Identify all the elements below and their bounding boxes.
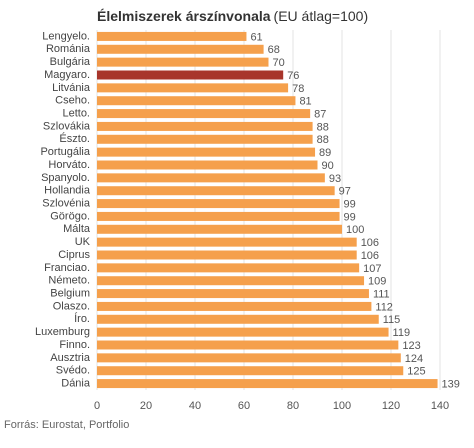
bar	[97, 147, 316, 157]
bar	[97, 340, 399, 350]
category-label: Németo.	[48, 275, 90, 287]
bar	[97, 160, 318, 170]
bar	[97, 199, 340, 209]
value-label: 90	[322, 160, 334, 172]
category-label: Magyaro.	[44, 69, 90, 81]
category-label: Szlovénia	[42, 197, 91, 209]
x-tick-label: 40	[189, 400, 201, 412]
bar	[97, 250, 357, 260]
value-label: 115	[383, 314, 401, 326]
bar	[97, 379, 438, 389]
bar	[97, 44, 264, 54]
value-label: 89	[319, 147, 331, 159]
bar	[97, 186, 335, 196]
category-label: Luxemburg	[35, 326, 90, 338]
value-label: 88	[317, 134, 329, 146]
value-label: 125	[407, 366, 425, 378]
category-label: Finno.	[59, 339, 90, 351]
bar	[97, 173, 325, 183]
bar	[97, 353, 401, 363]
bar	[97, 289, 369, 299]
subtitle: (EU átlag=100)	[274, 8, 369, 24]
value-label: 109	[368, 276, 386, 288]
category-label: Románia	[46, 43, 91, 55]
category-label: Íro.	[74, 312, 90, 325]
value-label: 68	[268, 44, 280, 56]
category-label: Cseho.	[55, 95, 90, 107]
title: Élelmiszerek árszínvonala	[97, 8, 271, 24]
value-label: 99	[344, 198, 356, 210]
bar	[97, 96, 296, 106]
bar	[97, 134, 313, 144]
category-label: Franciao.	[44, 262, 90, 274]
chart-title: Élelmiszerek árszínvonala (EU átlag=100)	[97, 8, 368, 24]
category-label: Bulgária	[50, 56, 91, 68]
category-label: Portugália	[40, 146, 90, 158]
category-label: Málta	[63, 223, 91, 235]
bar	[97, 263, 360, 273]
source: Forrás: Eurostat, Portfolio	[4, 419, 129, 431]
value-label: 124	[405, 353, 423, 365]
value-label: 123	[402, 340, 420, 352]
category-label: Lengyelo.	[42, 30, 90, 42]
bar	[97, 57, 269, 67]
value-label: 107	[363, 263, 381, 275]
category-label: Görögo.	[50, 210, 90, 222]
category-label: Ciprus	[58, 249, 90, 261]
category-label: Belgium	[50, 287, 90, 299]
value-label: 97	[339, 186, 351, 198]
value-label: 78	[292, 83, 304, 95]
category-label: Svédo.	[56, 365, 90, 377]
x-tick-label: 140	[431, 400, 449, 412]
value-label: 100	[346, 224, 364, 236]
value-label: 139	[442, 378, 460, 390]
category-label: UK	[75, 236, 91, 248]
bar	[97, 83, 289, 93]
bar	[97, 121, 313, 131]
value-label: 93	[329, 173, 341, 185]
bar	[97, 70, 284, 80]
value-label: 119	[393, 327, 411, 339]
bar	[97, 237, 357, 247]
bar	[97, 31, 247, 41]
category-label: Hollandia	[44, 185, 91, 197]
value-label: 87	[314, 108, 326, 120]
x-tick-label: 0	[94, 400, 100, 412]
value-label: 106	[361, 250, 379, 262]
bar	[97, 327, 389, 337]
value-label: 99	[344, 211, 356, 223]
category-label: Észto.	[59, 132, 90, 145]
x-tick-label: 100	[333, 400, 351, 412]
value-label: 88	[317, 121, 329, 133]
value-label: 76	[287, 70, 299, 82]
category-label: Szlovákia	[43, 120, 91, 132]
value-label: 112	[375, 301, 393, 313]
bar	[97, 109, 311, 119]
category-label: Litvánia	[52, 82, 91, 94]
category-label: Letto.	[62, 107, 90, 119]
category-label: Horváto.	[48, 159, 90, 171]
value-label: 106	[361, 237, 379, 249]
bar	[97, 276, 365, 286]
value-label: 111	[373, 288, 390, 300]
bar	[97, 211, 340, 221]
value-label: 81	[299, 96, 311, 108]
bar	[97, 314, 379, 324]
x-tick-label: 120	[382, 400, 400, 412]
x-tick-label: 60	[238, 400, 250, 412]
x-tick-label: 80	[287, 400, 299, 412]
category-label: Olaszo.	[53, 300, 90, 312]
bar	[97, 366, 404, 376]
value-label: 61	[250, 31, 262, 43]
bar	[97, 224, 342, 234]
category-label: Dánia	[61, 377, 91, 389]
value-label: 70	[273, 57, 285, 69]
x-tick-label: 20	[140, 400, 152, 412]
bar	[97, 301, 372, 311]
category-label: Spanyolo.	[41, 172, 90, 184]
category-label: Ausztria	[50, 352, 91, 364]
